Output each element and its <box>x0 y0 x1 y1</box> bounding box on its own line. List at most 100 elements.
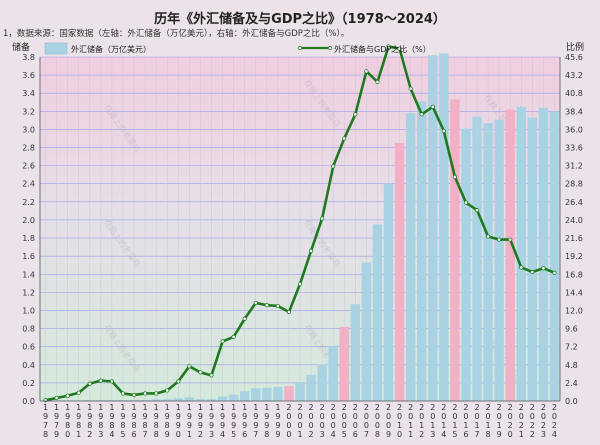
legend-line-marker <box>327 45 333 51</box>
bar-reserves-2006 <box>350 304 361 401</box>
y-left-tick-label: 1.2 <box>22 288 35 297</box>
bar-reserves-2024 <box>549 111 560 401</box>
bar-reserves-2009 <box>383 183 394 401</box>
point-ratio-2018 <box>485 234 491 239</box>
y-right-tick-label: 0.0 <box>565 397 578 406</box>
point-ratio-2023 <box>541 266 546 271</box>
point-ratio-1999 <box>275 303 280 309</box>
point-ratio-1990 <box>176 379 181 384</box>
y-left-tick-label: 2.6 <box>22 162 35 171</box>
point-ratio-1982 <box>87 381 92 386</box>
bar-reserves-2013 <box>428 55 438 401</box>
bar-reserves-1984 <box>107 400 117 401</box>
point-ratio-1985 <box>120 391 126 396</box>
point-ratio-1993 <box>209 373 214 378</box>
point-ratio-1995 <box>231 334 236 339</box>
y-left-tick-label: 0.8 <box>22 325 35 334</box>
y-right-tick-label: 38.4 <box>565 107 583 116</box>
chart-subtitle: 1，数据来源：国家数据（左轴：外汇储备（万亿美元），右轴：外汇储备与GDP之比（… <box>3 29 350 39</box>
bar-reserves-1983 <box>96 400 106 401</box>
bar-reserves-1985 <box>118 400 128 401</box>
y-right-tick-label: 19.2 <box>565 252 583 261</box>
y-right-tick-label: 28.8 <box>565 180 583 189</box>
bar-reserves-1996 <box>239 391 250 401</box>
point-ratio-2008 <box>375 79 380 84</box>
bar-reserves-2008 <box>372 224 383 401</box>
y-left-tick-label: 2.2 <box>22 198 35 207</box>
legend-line-marker <box>297 45 303 51</box>
bar-reserves-2002 <box>306 374 316 401</box>
bar-reserves-2023 <box>538 107 549 402</box>
y-right-tick-label: 7.2 <box>565 343 578 352</box>
bar-reserves-2004 <box>328 345 338 401</box>
point-ratio-1989 <box>165 388 170 393</box>
point-ratio-2019 <box>497 237 502 242</box>
y-right-tick-label: 12.0 <box>565 306 583 315</box>
y-left-tick-label: 0.6 <box>22 343 35 352</box>
point-ratio-1987 <box>143 391 148 396</box>
point-ratio-2007 <box>364 69 369 74</box>
bar-reserves-1995 <box>228 394 239 401</box>
bar-reserves-2015 <box>450 99 460 402</box>
y-left-tick-label: 1.8 <box>22 234 35 243</box>
point-ratio-2015 <box>452 174 457 180</box>
bar-reserves-2014 <box>439 53 449 402</box>
point-ratio-1979 <box>54 395 59 401</box>
point-ratio-2006 <box>353 112 358 117</box>
bar-reserves-1982 <box>85 400 95 401</box>
bar-reserves-1986 <box>129 400 139 401</box>
point-ratio-1988 <box>154 391 159 396</box>
bar-reserves-2003 <box>317 364 327 401</box>
point-ratio-1996 <box>242 316 247 321</box>
bar-reserves-1992 <box>195 399 206 401</box>
point-ratio-1978 <box>43 398 48 403</box>
bar-reserves-2021 <box>516 106 526 401</box>
y-left-tick-label: 1.6 <box>22 252 35 261</box>
point-ratio-2004 <box>331 164 336 169</box>
y-left-tick-label: 3.0 <box>22 125 35 134</box>
bar-reserves-2018 <box>483 123 493 401</box>
bar-reserves-1988 <box>151 399 161 401</box>
y-right-tick-label: 40.8 <box>565 89 583 98</box>
bar-reserves-2000 <box>284 386 294 401</box>
chart-title: 历年《外汇储备及与GDP之比》（1978～2024） <box>154 12 446 27</box>
y-right-tick-label: 9.6 <box>565 325 578 334</box>
y-right-tick-label: 26.4 <box>565 198 583 207</box>
y-right-tick-label: 45.6 <box>565 53 583 62</box>
y-right-tick-label: 33.6 <box>565 144 583 153</box>
point-ratio-2011 <box>408 86 413 91</box>
point-ratio-2001 <box>297 281 303 287</box>
y-left-tick-label: 2.0 <box>22 216 35 225</box>
y-right-tick-label: 2.4 <box>565 379 578 388</box>
bar-reserves-1997 <box>251 388 261 401</box>
point-ratio-2020 <box>508 237 513 242</box>
y-left-tick-label: 0.4 <box>22 361 35 370</box>
y-right-tick-label: 43.2 <box>565 71 583 80</box>
